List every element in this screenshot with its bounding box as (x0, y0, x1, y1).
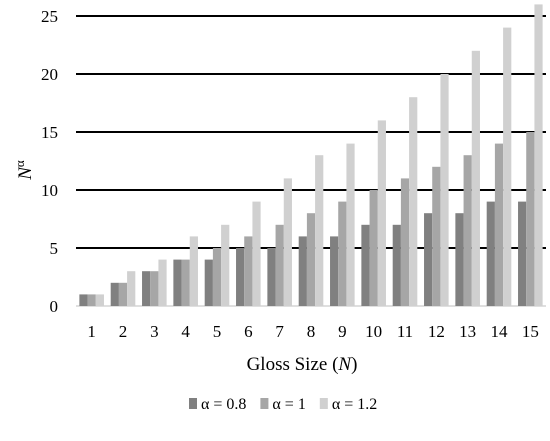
bar--1-4 (181, 259, 190, 306)
legend-label: α = 1 (272, 396, 305, 413)
legend-swatch (189, 398, 197, 409)
bar--1-15 (526, 132, 535, 306)
bar--1-2-6 (252, 201, 261, 306)
bar--0-8-1 (79, 294, 88, 306)
bar--0-8-8 (298, 236, 307, 306)
bar--0-8-11 (392, 224, 401, 306)
bar--0-8-13 (455, 213, 464, 306)
bar--1-2-13 (471, 50, 480, 306)
bar--1-1 (87, 294, 96, 306)
y-tick-label: 20 (41, 65, 58, 84)
bar--1-2-8 (315, 155, 324, 306)
x-tick-label: 2 (119, 322, 128, 341)
bar--1-2-14 (503, 27, 512, 306)
x-tick-label: 11 (397, 322, 413, 341)
bar--1-7 (275, 224, 284, 306)
bar--1-9 (338, 201, 347, 306)
bars (79, 4, 543, 307)
gridlines (76, 15, 546, 307)
bar--0-8-10 (361, 224, 370, 306)
bar--1-2-9 (346, 143, 355, 306)
bar--1-2 (118, 282, 128, 306)
x-tick-label: 12 (428, 322, 445, 341)
x-tick-label: 10 (365, 322, 382, 341)
legend: α = 0.8 α = 1 α = 1.2 (189, 396, 377, 413)
x-tick-label: 14 (491, 322, 509, 341)
x-tick-label: 9 (338, 322, 347, 341)
bar--1-3 (150, 271, 159, 306)
bar--0-8-14 (486, 201, 495, 306)
bar--0-8-4 (173, 259, 182, 306)
bar--0-8-3 (142, 271, 151, 306)
bar--1-6 (244, 236, 253, 306)
y-axis-title: Nα (12, 160, 36, 181)
bar--1-2-7 (283, 178, 292, 306)
legend-label: α = 0.8 (201, 396, 246, 413)
y-tick-label: 10 (41, 181, 58, 200)
bar--1-2-10 (377, 120, 386, 307)
bar--0-8-2 (110, 282, 119, 306)
bar--1-2-5 (221, 224, 230, 306)
y-tick-label: 5 (50, 239, 59, 258)
bar--0-8-7 (267, 248, 276, 306)
x-tick-label: 15 (522, 322, 539, 341)
bar--1-5 (212, 248, 222, 306)
x-tick-label: 5 (213, 322, 222, 341)
bar--1-2-1 (95, 294, 104, 306)
legend-label: α = 1.2 (332, 396, 377, 413)
bar--1-2-11 (409, 97, 418, 306)
bar--1-2-2 (127, 271, 136, 306)
x-tick-label: 7 (275, 322, 284, 341)
bar--0-8-6 (236, 248, 245, 306)
y-tick-label: 0 (50, 297, 59, 316)
bar--1-2-15 (534, 4, 543, 307)
x-tick-label: 3 (150, 322, 159, 341)
bar--1-8 (306, 213, 316, 306)
x-tick-label: 6 (244, 322, 253, 341)
bar--1-12 (432, 166, 441, 306)
legend-swatch (319, 398, 328, 409)
bar--0-8-5 (204, 259, 213, 306)
legend-swatch (260, 398, 269, 409)
x-tick-labels: 1 2 3 4 5 6 7 8 9 10 11 12 13 14 15 (87, 322, 538, 341)
bar--1-2-12 (440, 74, 449, 306)
y-tick-labels: 0 5 10 15 20 25 (41, 7, 58, 316)
bar--1-2-4 (189, 236, 198, 306)
x-tick-label: 4 (181, 322, 190, 341)
bar--0-8-15 (518, 201, 527, 306)
bar--0-8-12 (424, 213, 433, 306)
bar--1-14 (494, 143, 504, 306)
x-tick-label: 13 (459, 322, 476, 341)
y-tick-label: 25 (41, 7, 58, 26)
bar--1-2-3 (158, 259, 167, 306)
bar--1-11 (400, 178, 410, 306)
bar--1-10 (369, 190, 378, 306)
bar--1-13 (463, 155, 472, 306)
x-tick-label: 1 (87, 322, 96, 341)
x-axis-title: Gloss Size (N) (247, 354, 358, 375)
x-tick-label: 8 (307, 322, 316, 341)
y-tick-label: 15 (41, 123, 58, 142)
bar--0-8-9 (330, 236, 339, 306)
